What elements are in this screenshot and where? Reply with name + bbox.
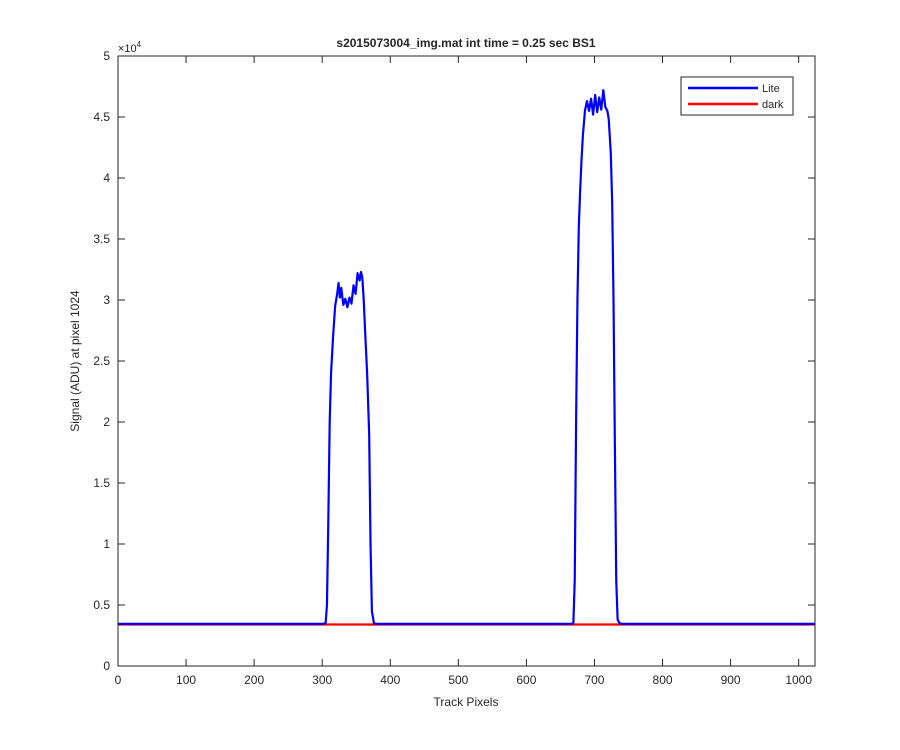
y-tick-label: 4.5 (93, 110, 110, 124)
x-tick-label: 1000 (785, 673, 812, 687)
chart-title: s2015073004_img.mat int time = 0.25 sec … (336, 36, 595, 50)
y-exponent-power: 4 (137, 40, 142, 49)
y-tick-label: 0.5 (93, 598, 110, 612)
plot-area (118, 56, 815, 666)
legend-label-dark: dark (762, 99, 784, 111)
y-tick-label: 2 (103, 415, 110, 429)
y-exponent-base: ×10 (118, 43, 137, 55)
y-tick-label: 4 (103, 171, 110, 185)
x-tick-label: 800 (653, 673, 673, 687)
y-exponent-label: ×104 (118, 40, 142, 55)
y-tick-label: 5 (103, 49, 110, 63)
y-tick-label: 1 (103, 537, 110, 551)
x-axis-label: Track Pixels (434, 695, 499, 709)
x-tick-label: 100 (176, 673, 196, 687)
y-tick-label: 3 (103, 293, 110, 307)
legend-label-lite: Lite (762, 83, 780, 95)
legend: Lite dark (680, 76, 794, 116)
x-tick-label: 200 (244, 673, 264, 687)
series-layer (118, 89, 815, 626)
y-axis-label: Signal (ADU) at pixel 1024 (68, 290, 82, 432)
y-tick-label: 2.5 (93, 354, 110, 368)
x-tick-label: 300 (312, 673, 332, 687)
x-tick-label: 900 (721, 673, 741, 687)
ticks-layer: 0 100 200 300 400 500 600 700 800 900 1000 0 0.5 1 1.5… (93, 49, 815, 687)
x-tick-label: 600 (516, 673, 536, 687)
legend-box (680, 76, 794, 116)
y-tick-label: 0 (103, 659, 110, 673)
series-line-lite (118, 89, 815, 626)
x-tick-label: 500 (448, 673, 468, 687)
x-tick-label: 400 (380, 673, 400, 687)
y-tick-label: 3.5 (93, 232, 110, 246)
y-tick-label: 1.5 (93, 476, 110, 490)
x-tick-label: 0 (115, 673, 122, 687)
x-tick-label: 700 (584, 673, 604, 687)
